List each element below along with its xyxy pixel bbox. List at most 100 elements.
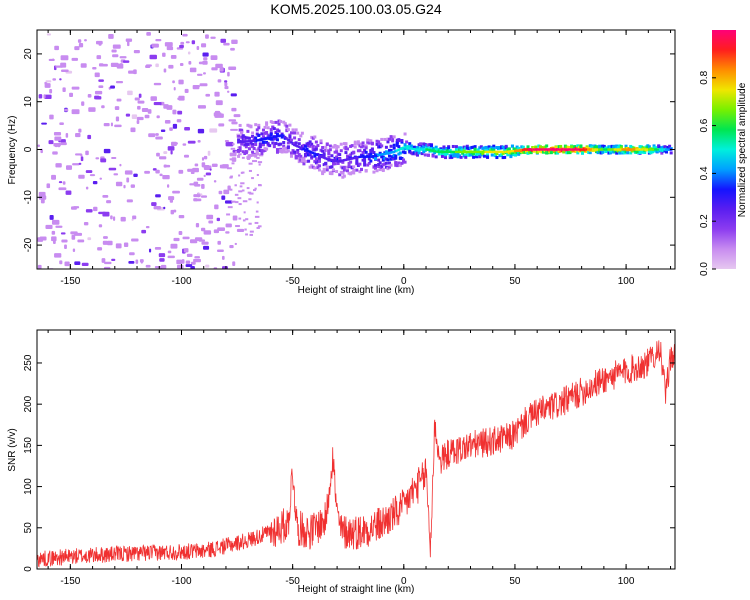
- spectrogram-signal-cell: [436, 150, 439, 153]
- spectrogram-signal-cell: [475, 152, 479, 156]
- spectrogram-signal-cell: [461, 151, 465, 155]
- spectrogram-signal-cell: [344, 158, 347, 162]
- spectrogram-signal-cell: [380, 164, 384, 168]
- spectrogram-signal-cell: [652, 144, 656, 148]
- spectrogram-signal-cell: [330, 165, 334, 169]
- spectrogram-signal-cell: [392, 146, 396, 150]
- spectrogram-signal-cell: [254, 136, 258, 140]
- spectrogram-signal-cell: [579, 148, 582, 151]
- spectrogram-signal-cell: [388, 161, 392, 165]
- spectrogram-signal-cell: [453, 150, 456, 154]
- spectrogram-signal-cell: [658, 146, 662, 150]
- spectrogram-noise-cell: [245, 218, 249, 221]
- spectrogram-signal-cell: [372, 165, 376, 169]
- spectrogram-signal-cell: [509, 150, 512, 153]
- spectrogram-signal-cell: [375, 154, 379, 157]
- spectrogram-signal-cell: [380, 155, 384, 159]
- spectrogram-noise-cell: [185, 41, 190, 44]
- spectrogram-noise-cell: [167, 184, 170, 188]
- spectrogram-noise-cell: [40, 199, 45, 204]
- spectrogram-noise-cell: [205, 172, 212, 176]
- spectrogram-signal-cell: [389, 163, 393, 167]
- spectrogram-signal-cell: [299, 134, 303, 138]
- spectrogram-signal-cell: [434, 145, 438, 149]
- spectrogram-signal-cell: [657, 148, 660, 151]
- spectrogram-noise-cell: [242, 219, 246, 222]
- spectrogram-signal-cell: [261, 143, 265, 147]
- spectrogram-noise-cell: [126, 177, 130, 183]
- spectrogram-signal-cell: [655, 149, 659, 153]
- spectrogram-signal-cell: [563, 144, 567, 148]
- spectrogram-signal-cell: [383, 137, 387, 141]
- spectrogram-signal-cell: [546, 148, 550, 151]
- spectrogram-signal-cell: [492, 146, 496, 150]
- spectrogram-noise-cell: [78, 174, 85, 179]
- spectrogram-signal-cell: [252, 136, 256, 140]
- spectrogram-noise-cell: [168, 64, 174, 69]
- spectrogram-signal-cell: [552, 148, 556, 151]
- spectrogram-noise-cell: [83, 221, 89, 226]
- spectrogram-signal-cell: [299, 146, 302, 149]
- spectrogram-signal-cell: [299, 154, 303, 158]
- spectrogram-signal-cell: [632, 148, 635, 151]
- spectrogram-signal-cell: [465, 144, 469, 148]
- spectrogram-signal-cell: [585, 148, 589, 151]
- spectrogram-signal-cell: [307, 153, 311, 157]
- spectrogram-signal-cell: [286, 128, 290, 132]
- spectrogram-signal-cell: [422, 150, 426, 154]
- spectrogram-signal-cell: [537, 144, 541, 148]
- spectrogram-noise-cell: [75, 153, 83, 156]
- spectrogram-signal-cell: [282, 146, 286, 150]
- spectrogram-signal-cell: [633, 148, 637, 151]
- spectrogram-signal-cell: [317, 164, 321, 168]
- spectrogram-noise-cell: [240, 182, 245, 185]
- spectrogram-signal-cell: [590, 145, 594, 149]
- spectrogram-signal-cell: [364, 144, 368, 148]
- spectrogram-noise-cell: [173, 87, 176, 91]
- spectrogram-signal-cell: [300, 160, 304, 164]
- spectrogram-noise-cell: [234, 184, 237, 187]
- spectrogram-signal-cell: [395, 138, 399, 142]
- spectrogram-signal-cell: [472, 155, 476, 159]
- spectrogram-signal-cell: [310, 135, 314, 139]
- spectrogram-signal-cell: [608, 151, 612, 155]
- spectrogram-signal-cell: [238, 140, 242, 144]
- spectrogram-signal-cell: [464, 150, 467, 154]
- spectrogram-signal-cell: [330, 158, 333, 162]
- spectrogram-signal-cell: [268, 136, 271, 140]
- spectrogram-noise-cell: [238, 203, 242, 206]
- spectrogram-noise-cell: [78, 162, 82, 165]
- spectrogram-signal-cell: [664, 148, 668, 151]
- spectrogram-signal-cell: [349, 144, 353, 148]
- spectrogram-signal-cell: [398, 148, 402, 151]
- spectrogram-noise-cell: [201, 43, 207, 48]
- spectrogram-signal-cell: [255, 128, 259, 132]
- spectrogram-noise-cell: [182, 143, 187, 146]
- spectrogram-signal-cell: [395, 149, 399, 152]
- spectrogram-signal-cell: [459, 155, 463, 159]
- spectrogram-signal-cell: [255, 132, 259, 136]
- spectrogram-noise-cell: [224, 80, 228, 83]
- spectrogram-noise-cell: [151, 43, 159, 48]
- spectrogram-signal-cell: [543, 149, 547, 153]
- spectrogram-signal-cell: [515, 147, 519, 151]
- spectrogram-noise-cell: [78, 128, 82, 133]
- spectrogram-noise-cell: [185, 260, 191, 264]
- y-tick-label: 0: [23, 566, 34, 572]
- spectrogram-signal-cell: [279, 134, 282, 137]
- spectrogram-signal-cell: [283, 123, 287, 127]
- spectrogram-signal-cell: [425, 146, 429, 150]
- spectrogram-signal-cell: [416, 151, 420, 155]
- spectrogram-noise-cell: [131, 114, 138, 120]
- spectrogram-signal-cell: [319, 141, 323, 145]
- spectrogram-noise-cell: [58, 181, 63, 184]
- spectrogram-signal-cell: [414, 152, 418, 156]
- spectrogram-signal-cell: [294, 128, 298, 132]
- spectrogram-signal-cell: [358, 144, 362, 148]
- spectrogram-noise-cell: [45, 224, 53, 229]
- spectrogram-signal-cell: [311, 165, 315, 169]
- spectrogram-noise-cell: [102, 240, 108, 245]
- spectrogram-signal-cell: [576, 151, 580, 155]
- spectrogram-signal-cell: [249, 153, 253, 157]
- spectrogram-noise-cell: [197, 105, 206, 109]
